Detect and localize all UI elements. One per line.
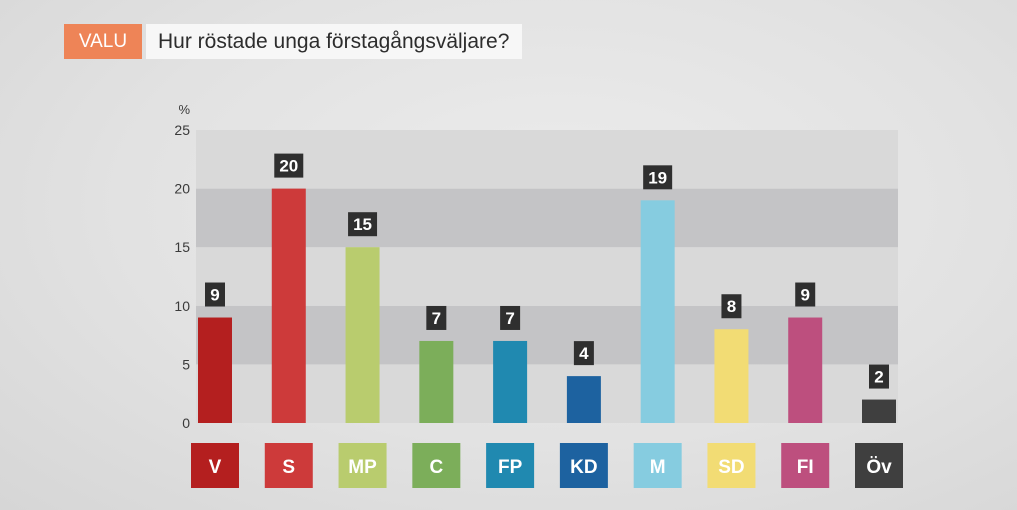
bar <box>493 340 528 423</box>
category-label: Öv <box>866 457 892 478</box>
data-label-box <box>426 305 447 330</box>
grid-band <box>196 247 898 306</box>
category-box <box>855 443 903 488</box>
category-box <box>559 443 608 488</box>
data-label: 4 <box>579 344 589 363</box>
category-box <box>412 443 461 488</box>
bar <box>640 200 675 423</box>
data-label-box <box>348 212 378 237</box>
bar <box>198 317 232 423</box>
category-label: KD <box>570 457 597 478</box>
data-label-box <box>500 305 521 330</box>
y-tick-label: 25 <box>174 122 190 138</box>
data-label: 2 <box>874 368 883 387</box>
data-label: 15 <box>353 215 372 234</box>
data-label-box <box>643 165 673 190</box>
category-box <box>264 443 313 488</box>
y-tick-label: 0 <box>182 415 190 431</box>
category-label: C <box>429 457 443 478</box>
category-box <box>338 443 387 488</box>
category-label: M <box>650 457 666 478</box>
data-label-box <box>274 153 304 178</box>
data-label: 7 <box>505 309 514 328</box>
data-label: 20 <box>279 157 298 176</box>
bar <box>714 329 749 423</box>
data-label-box <box>721 294 742 319</box>
category-label: FP <box>498 457 523 478</box>
y-tick-label: 5 <box>182 356 190 372</box>
bar <box>271 188 306 423</box>
data-label: 9 <box>210 286 219 305</box>
y-tick-label: 10 <box>174 298 190 314</box>
grid-band <box>196 130 898 189</box>
chart-title: Hur röstade unga förstagångsväljare? <box>146 24 523 59</box>
data-label: 7 <box>432 309 441 328</box>
category-label: S <box>282 457 295 478</box>
category-label: SD <box>718 457 744 478</box>
data-label-box <box>795 282 816 307</box>
category-box <box>486 443 535 488</box>
category-box <box>781 443 830 488</box>
data-label-box <box>205 282 225 307</box>
y-tick-label: 20 <box>174 181 190 197</box>
y-axis-unit: % <box>178 102 190 117</box>
bar <box>862 399 896 423</box>
chart-header: VALU Hur röstade unga förstagångsväljare… <box>64 24 523 59</box>
data-label-box <box>869 364 889 389</box>
data-label: 19 <box>648 168 667 187</box>
grid-band <box>196 188 898 248</box>
source-badge: VALU <box>64 24 142 59</box>
data-label: 9 <box>800 286 809 305</box>
bar <box>345 247 380 423</box>
category-box <box>633 443 682 488</box>
category-label: FI <box>797 457 814 478</box>
bar <box>566 376 601 423</box>
category-box <box>191 443 239 488</box>
data-label-box <box>573 341 594 366</box>
data-label: 8 <box>727 297 736 316</box>
category-box <box>707 443 756 488</box>
y-tick-label: 15 <box>174 239 190 255</box>
bar <box>788 317 823 423</box>
bar <box>419 340 454 423</box>
category-label: V <box>209 457 222 478</box>
category-label: MP <box>348 457 377 478</box>
grid-band <box>196 305 898 365</box>
grid-band <box>196 364 898 423</box>
